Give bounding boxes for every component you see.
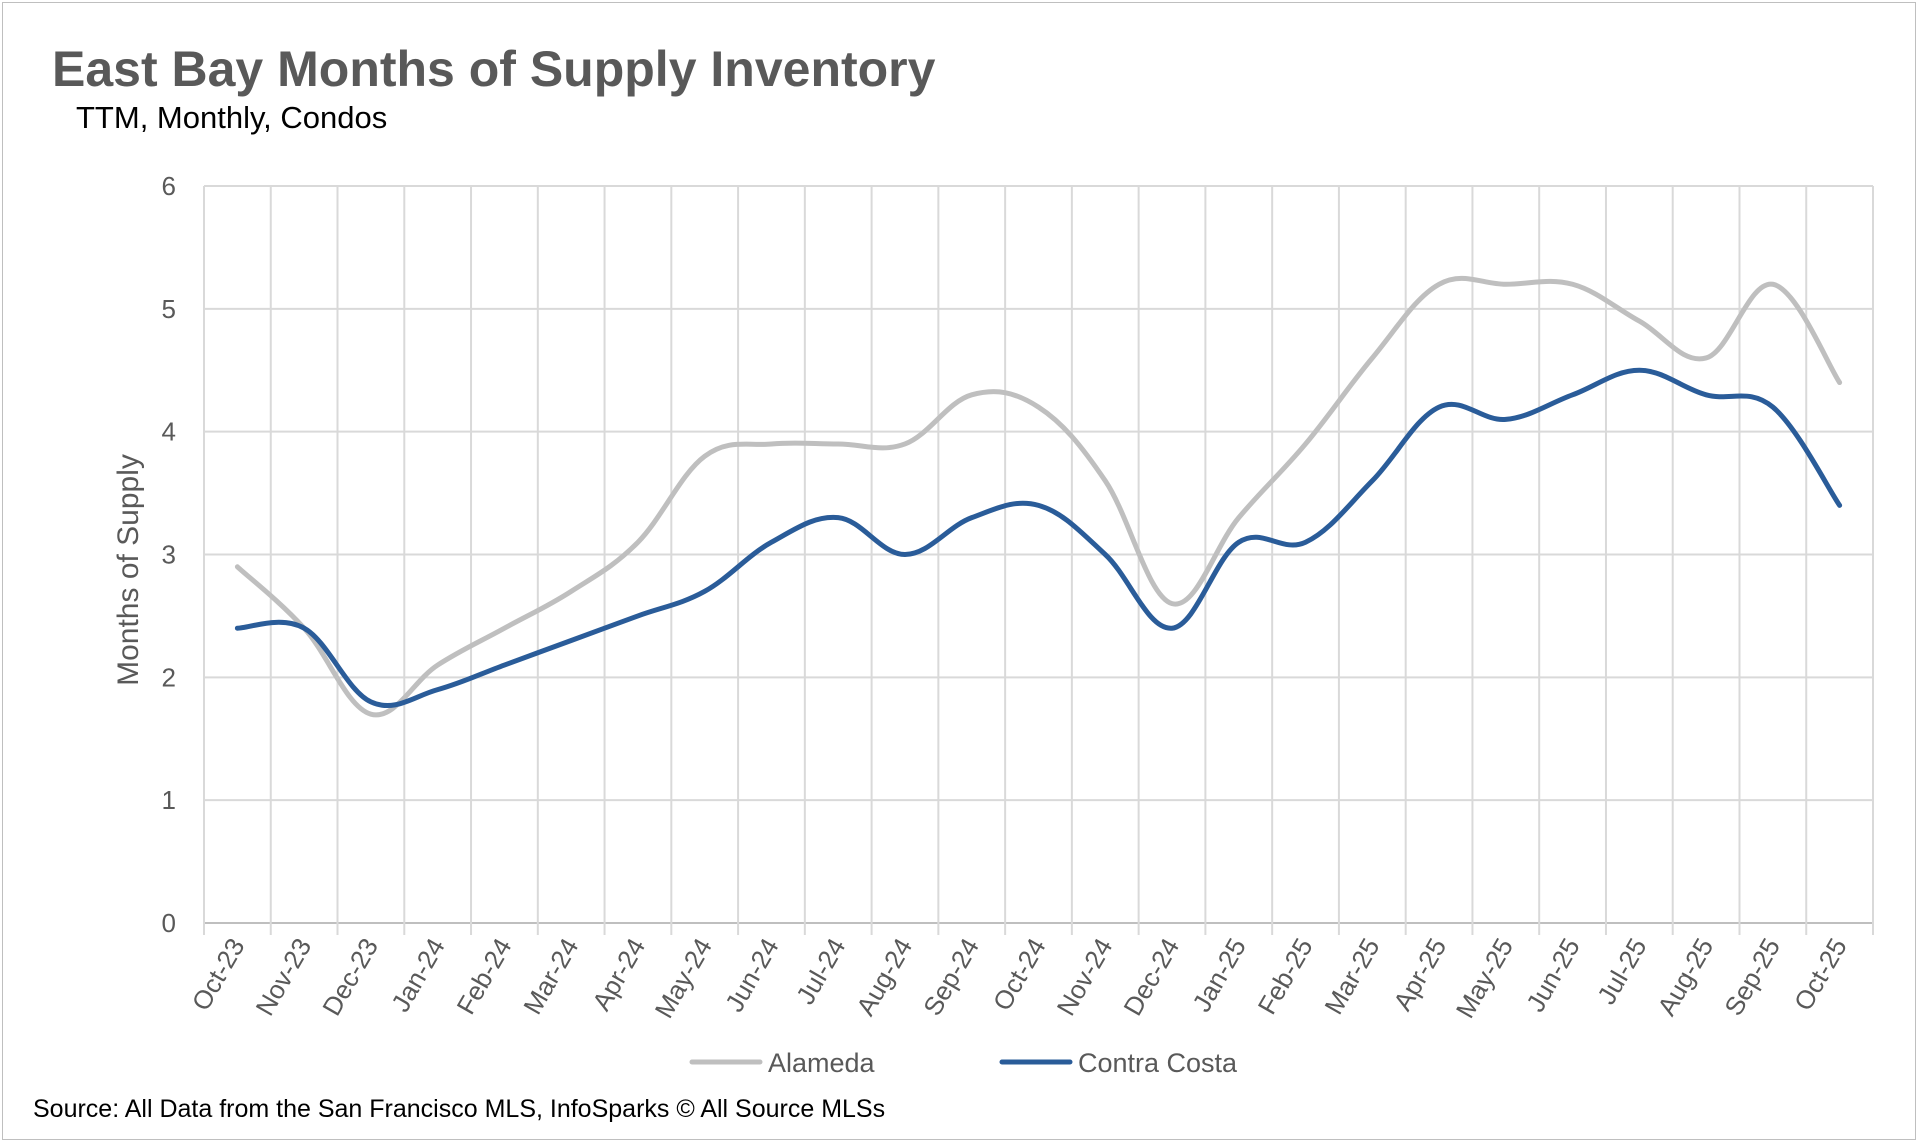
data-point-contra-costa <box>570 639 572 641</box>
x-tick-label: Apr-24 <box>586 933 651 1016</box>
data-point-contra-costa <box>1839 504 1841 506</box>
x-tick-label: Sep-25 <box>1718 933 1786 1021</box>
y-tick-label: 5 <box>162 294 176 324</box>
data-point-contra-costa <box>1371 480 1373 482</box>
x-tick-label: Mar-24 <box>517 933 584 1019</box>
x-tick-label: Nov-24 <box>1051 933 1119 1021</box>
data-point-contra-costa <box>704 590 706 592</box>
data-point-alameda <box>503 627 505 629</box>
y-tick-label: 2 <box>162 662 176 692</box>
data-point-contra-costa <box>1772 406 1774 408</box>
data-point-contra-costa <box>837 517 839 519</box>
chart-title: East Bay Months of Supply Inventory <box>52 41 936 97</box>
data-point-alameda <box>904 443 906 445</box>
x-tick-label: May-25 <box>1450 933 1519 1023</box>
data-point-alameda <box>370 713 372 715</box>
data-point-contra-costa <box>904 554 906 555</box>
x-tick-label: Apr-25 <box>1387 933 1452 1016</box>
data-point-contra-costa <box>1638 369 1640 371</box>
data-point-contra-costa <box>1238 541 1240 543</box>
data-point-contra-costa <box>236 627 238 629</box>
y-tick-label: 0 <box>162 908 176 938</box>
y-tick-label: 4 <box>162 417 176 447</box>
source-note: Source: All Data from the San Francisco … <box>33 1095 886 1123</box>
gridlines <box>203 185 1874 935</box>
series-line-contra-costa <box>234 367 1843 709</box>
chart-subtitle: TTM, Monthly, Condos <box>76 100 388 135</box>
x-tick-label: May-24 <box>649 933 718 1023</box>
data-point-alameda <box>1305 443 1307 445</box>
x-tick-label: Jun-25 <box>1520 933 1586 1017</box>
data-point-contra-costa <box>303 627 305 629</box>
data-point-alameda <box>1038 406 1039 408</box>
x-tick-label: Jan-24 <box>385 933 451 1017</box>
data-point-alameda <box>1438 283 1440 285</box>
x-tick-label: Jan-25 <box>1186 933 1252 1017</box>
y-axis-ticks: 0 1 2 3 4 5 6 <box>162 171 176 938</box>
data-point-contra-costa <box>1572 394 1574 396</box>
legend-label-contra-costa: Contra Costa <box>1078 1048 1238 1078</box>
data-point-contra-costa <box>1438 406 1440 408</box>
data-point-alameda <box>1839 382 1841 384</box>
data-point-alameda <box>570 590 572 592</box>
data-point-alameda <box>1572 283 1574 285</box>
data-point-contra-costa <box>1505 418 1507 420</box>
legend: Alameda Contra Costa <box>689 1048 1238 1078</box>
y-tick-label: 6 <box>162 171 176 201</box>
data-point-contra-costa <box>637 615 639 617</box>
data-point-alameda <box>1505 283 1507 285</box>
x-tick-label: Dec-23 <box>316 933 384 1021</box>
data-point-contra-costa <box>437 689 439 691</box>
y-tick-label: 3 <box>162 540 176 570</box>
y-axis-title: Months of Supply <box>112 454 145 686</box>
series-line-alameda <box>234 275 1843 718</box>
data-point-contra-costa <box>770 541 772 543</box>
y-tick-label: 1 <box>162 785 176 815</box>
x-tick-label: Oct-23 <box>186 933 251 1016</box>
data-point-contra-costa <box>1038 504 1039 506</box>
data-point-alameda <box>1371 357 1373 359</box>
x-tick-label: Jul-25 <box>1591 933 1652 1009</box>
x-tick-label: Feb-25 <box>1252 933 1319 1019</box>
data-point-alameda <box>1104 480 1106 482</box>
x-tick-label: Feb-24 <box>450 933 517 1019</box>
x-tick-label: Sep-24 <box>917 933 985 1021</box>
data-point-alameda <box>704 455 706 457</box>
data-point-alameda <box>437 664 439 666</box>
data-point-alameda <box>1705 357 1707 359</box>
legend-label-alameda: Alameda <box>768 1048 876 1078</box>
data-point-alameda <box>637 541 639 543</box>
data-point-alameda <box>770 443 772 445</box>
data-point-alameda <box>1171 603 1173 605</box>
x-tick-label: Dec-24 <box>1117 933 1185 1021</box>
data-point-contra-costa <box>370 701 372 703</box>
x-tick-label: Jun-24 <box>719 933 785 1017</box>
x-tick-label: Aug-25 <box>1651 933 1719 1021</box>
data-point-alameda <box>837 443 839 445</box>
data-point-contra-costa <box>971 517 973 519</box>
data-point-contra-costa <box>1305 541 1307 543</box>
data-point-contra-costa <box>1705 394 1707 396</box>
data-point-alameda <box>236 566 238 568</box>
x-tick-label: Oct-25 <box>1788 933 1853 1016</box>
data-point-contra-costa <box>1104 554 1106 555</box>
data-point-alameda <box>1638 320 1640 322</box>
data-point-alameda <box>971 394 973 396</box>
x-tick-label: Nov-23 <box>249 933 317 1021</box>
x-tick-label: Mar-25 <box>1318 933 1385 1019</box>
x-tick-label: Jul-24 <box>790 933 851 1009</box>
data-point-contra-costa <box>503 664 505 666</box>
series-lines <box>234 275 1843 718</box>
data-point-contra-costa <box>1171 627 1173 629</box>
x-tick-label: Oct-24 <box>987 933 1052 1016</box>
x-tick-label: Aug-24 <box>850 933 918 1021</box>
data-point-alameda <box>1238 517 1240 519</box>
data-point-alameda <box>1772 283 1774 285</box>
